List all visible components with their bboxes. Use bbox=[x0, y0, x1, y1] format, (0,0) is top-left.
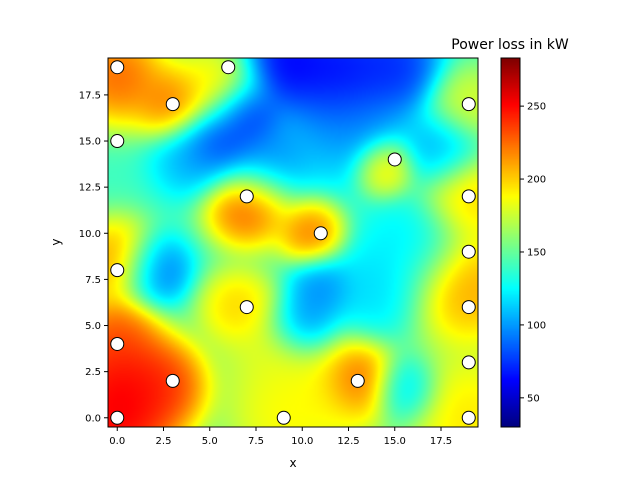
marker-point-11 bbox=[239, 300, 254, 315]
x-tick-label: 7.5 bbox=[248, 436, 264, 447]
marker-layer bbox=[110, 60, 476, 425]
marker-point-8 bbox=[313, 226, 328, 241]
y-axis: 0.0 2.5 5.0 7.5 10.0 12.5 15.0 17.5 bbox=[79, 90, 108, 424]
marker-point-18 bbox=[276, 410, 291, 425]
y-tick-label: 12.5 bbox=[79, 183, 101, 194]
colorbar-tick-label: 200 bbox=[527, 175, 546, 186]
marker-point-9 bbox=[461, 244, 476, 259]
marker-point-19 bbox=[461, 410, 476, 425]
x-axis: 0.0 2.5 5.0 7.5 10.0 12.5 15.0 17.5 bbox=[109, 427, 452, 447]
marker-point-14 bbox=[461, 355, 476, 370]
marker-point-17 bbox=[110, 410, 125, 425]
x-axis-label: x bbox=[289, 456, 296, 470]
marker-point-0 bbox=[110, 60, 125, 75]
marker-point-7 bbox=[461, 189, 476, 204]
y-tick-label: 5.0 bbox=[85, 321, 101, 332]
colorbar-tick-label: 150 bbox=[527, 247, 546, 258]
y-tick-label: 0.0 bbox=[85, 413, 101, 424]
marker-point-15 bbox=[165, 373, 180, 388]
x-tick-label: 15.0 bbox=[384, 436, 406, 447]
y-tick-label: 17.5 bbox=[79, 90, 101, 101]
colorbar-title: Power loss in kW bbox=[451, 37, 569, 53]
marker-point-16 bbox=[350, 373, 365, 388]
colorbar-tick-label: 50 bbox=[527, 393, 540, 404]
plot-area bbox=[107, 57, 479, 428]
marker-point-5 bbox=[387, 152, 402, 167]
y-tick-label: 7.5 bbox=[85, 275, 101, 286]
x-tick-label: 2.5 bbox=[156, 436, 172, 447]
y-tick-label: 2.5 bbox=[85, 367, 101, 378]
colorbar: 50 100 150 200 250 bbox=[500, 57, 546, 428]
marker-point-6 bbox=[239, 189, 254, 204]
colorbar-ticks: 50 100 150 200 250 bbox=[520, 102, 546, 404]
colorbar-tick-label: 250 bbox=[527, 102, 546, 113]
heatmap-surface bbox=[108, 58, 478, 427]
colorbar-gradient bbox=[501, 58, 520, 427]
x-tick-label: 5.0 bbox=[202, 436, 218, 447]
marker-point-2 bbox=[165, 97, 180, 112]
marker-point-12 bbox=[461, 300, 476, 315]
marker-point-1 bbox=[221, 60, 236, 75]
x-tick-label: 0.0 bbox=[109, 436, 125, 447]
marker-point-3 bbox=[461, 97, 476, 112]
colorbar-tick-label: 100 bbox=[527, 320, 546, 331]
y-tick-label: 10.0 bbox=[79, 229, 101, 240]
marker-point-13 bbox=[110, 336, 125, 351]
marker-point-10 bbox=[110, 263, 125, 278]
marker-point-4 bbox=[110, 134, 125, 149]
colorbar-frame bbox=[500, 57, 521, 428]
y-axis-label: y bbox=[49, 238, 63, 245]
x-tick-label: 17.5 bbox=[430, 436, 452, 447]
y-tick-label: 15.0 bbox=[79, 137, 101, 148]
x-tick-label: 10.0 bbox=[291, 436, 313, 447]
plot-frame bbox=[107, 57, 479, 428]
x-tick-label: 12.5 bbox=[337, 436, 359, 447]
